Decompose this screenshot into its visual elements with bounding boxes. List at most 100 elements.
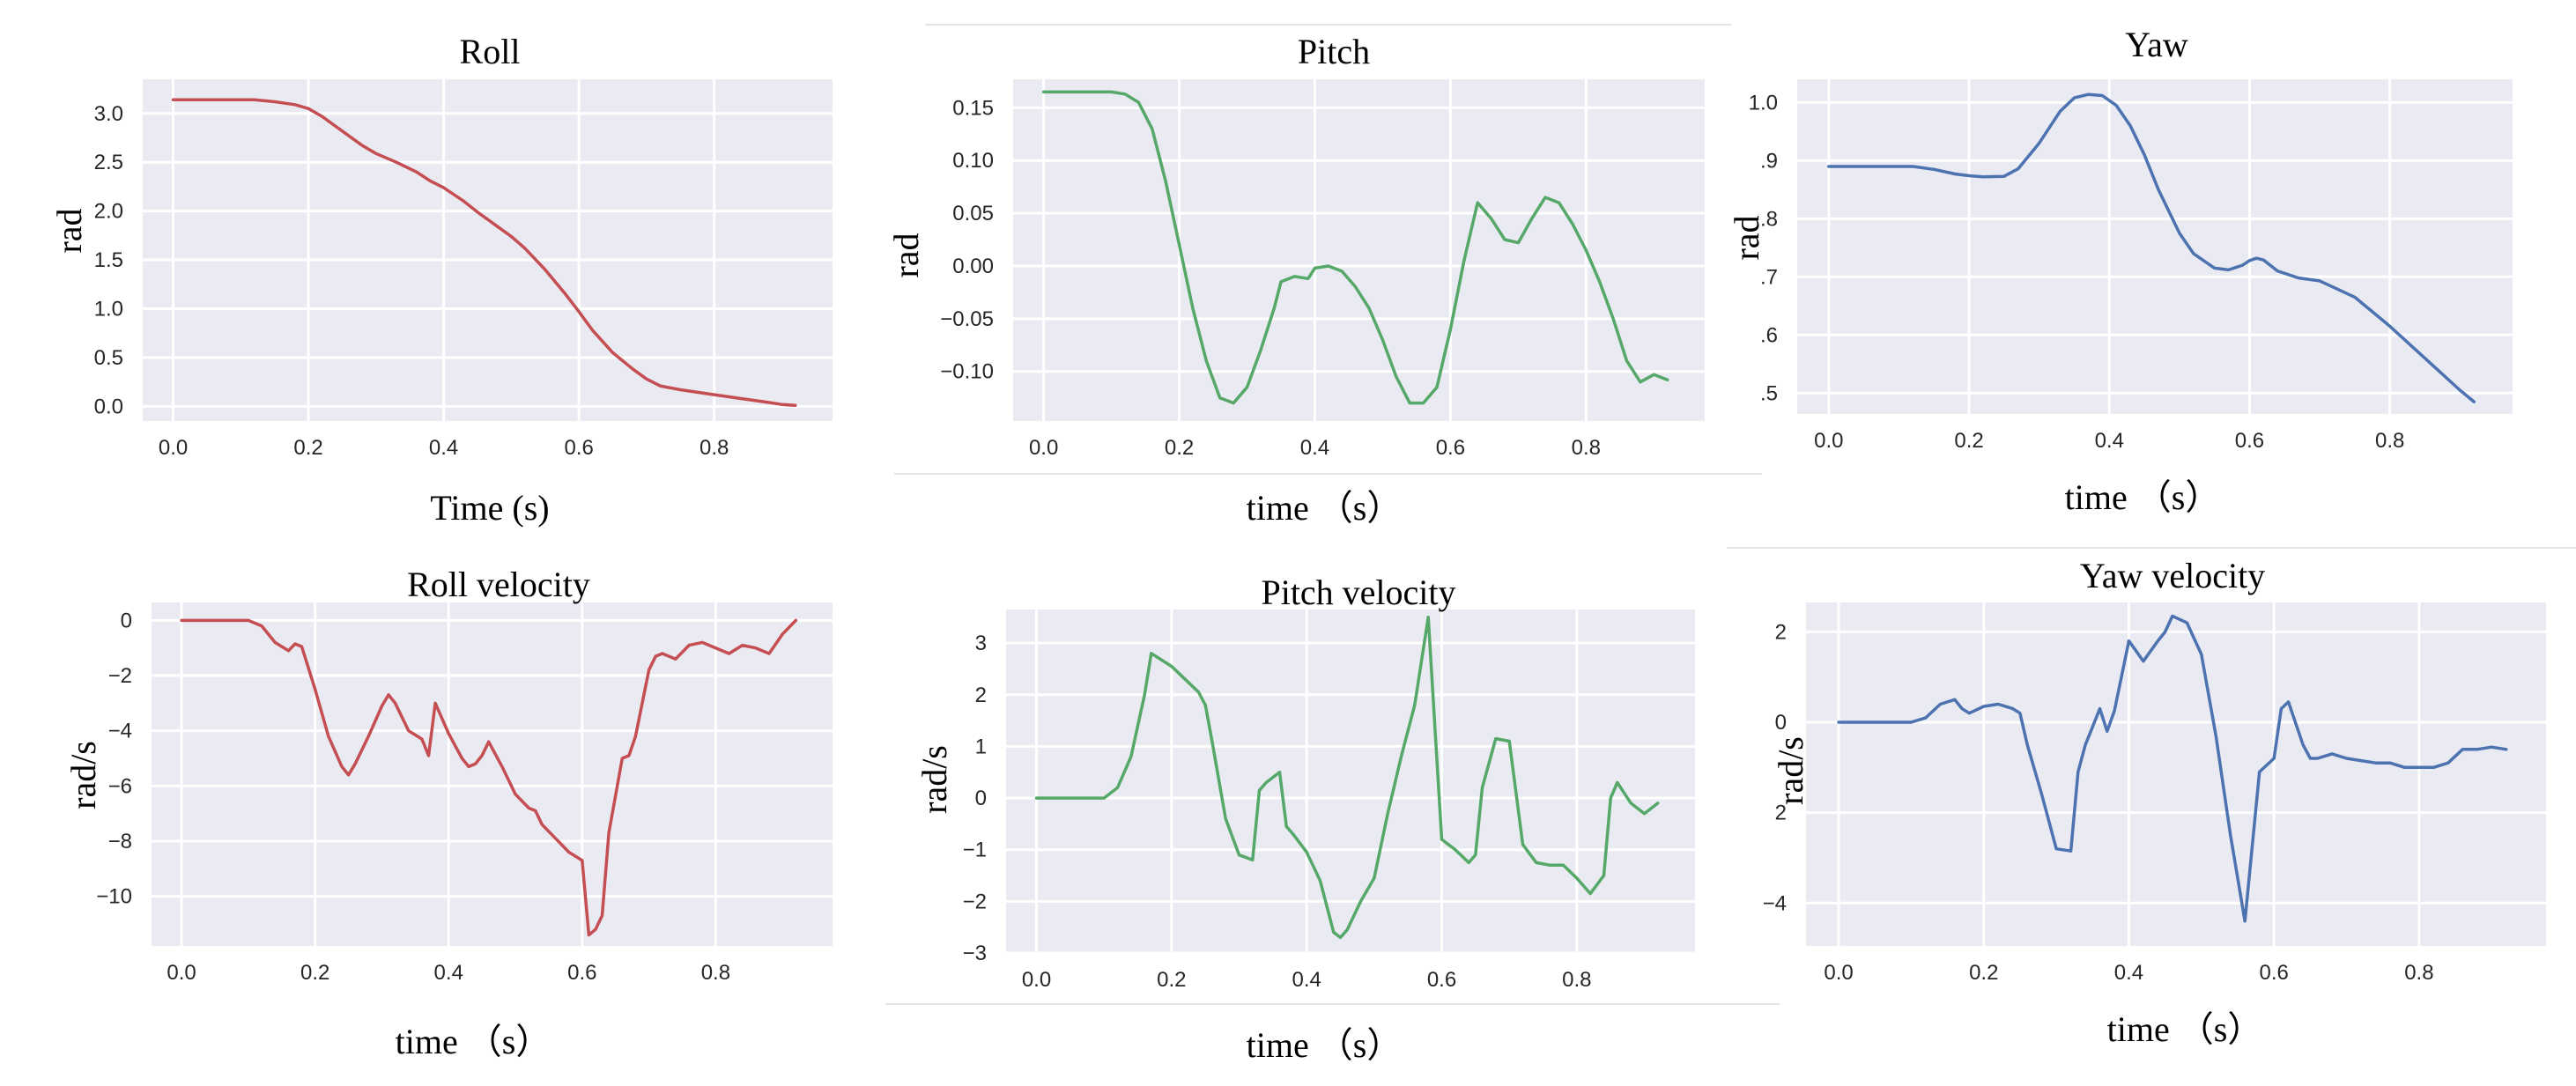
series-line-roll [171, 98, 797, 408]
series-line-yaw-velocity [1837, 614, 2508, 923]
series-line-yaw [1827, 92, 2476, 403]
x-tick-label: 0.8 [701, 961, 730, 985]
series-line-pitch [1041, 90, 1669, 405]
x-axis-label: Time (s) [430, 488, 549, 528]
series-line-roll-velocity [180, 618, 798, 937]
y-tick-label: 2 [1775, 802, 1787, 825]
y-tick-label: 2.5 [94, 151, 123, 174]
x-tick-label: 0.0 [1022, 968, 1051, 992]
y-tick-label: .7 [1760, 265, 1778, 289]
y-tick-label: 0 [1775, 711, 1787, 735]
chart-title: Roll velocity [407, 565, 590, 604]
y-axis-label: rad [1727, 215, 1766, 260]
chart-title: Roll [460, 32, 521, 71]
y-tick-label: 2.0 [94, 200, 123, 224]
y-tick-label: 0.10 [952, 149, 994, 173]
x-tick-label: 0.6 [1427, 968, 1456, 992]
series-line-pitch-velocity [1034, 616, 1660, 940]
y-tick-label: .9 [1760, 149, 1778, 173]
x-tick-label: 0.6 [1436, 436, 1465, 460]
chart-title: Pitch velocity [1261, 573, 1455, 612]
chart-pitch-velocity: 0.0 0.2 0.4 0.6 0.8 −3 −2 −1 0 1 2 3 Pitch velocity t… [914, 573, 1695, 1065]
y-tick-label: 0.00 [952, 255, 994, 278]
y-axis-label: rad/s [63, 741, 103, 809]
y-axis-label: rad/s [1771, 736, 1810, 805]
chart-roll: 0.0 0.2 0.4 0.6 0.8 0.0 0.5 1.0 1.5 2.0 2.5 3.0 Roll… [49, 32, 833, 528]
y-tick-label: 1 [975, 735, 987, 758]
y-tick-label: .8 [1760, 207, 1778, 231]
x-tick-label: 0.8 [700, 436, 729, 460]
x-axis-label: time （s） [2065, 477, 2221, 517]
y-tick-label: 2 [1775, 620, 1787, 644]
x-tick-label: 0.6 [567, 961, 596, 985]
x-tick-label: 0.0 [1824, 961, 1853, 985]
x-tick-label: 0.2 [1157, 968, 1186, 992]
y-tick-label: −4 [1763, 891, 1787, 915]
x-tick-label: 0.2 [300, 961, 329, 985]
y-tick-label: −4 [108, 720, 132, 743]
chart-yaw-velocity: 0.0 0.2 0.4 0.6 0.8 −4 2 0 2 Yaw velocity time （s）… [1763, 556, 2546, 1049]
y-tick-label: 0.0 [94, 395, 123, 418]
y-tick-label: 0.5 [94, 346, 123, 370]
y-tick-label: 2 [975, 683, 987, 707]
y-tick-label: .6 [1760, 323, 1778, 347]
plot-area [1806, 602, 2546, 946]
x-tick-label: 0.4 [434, 961, 463, 985]
chart-pitch: 0.0 0.2 0.4 0.6 0.8 −0.10 −0.05 0.00 0.05 0.10 0.1… [886, 32, 1705, 528]
x-tick-label: 0.0 [1029, 436, 1058, 460]
chart-title: Yaw [2125, 25, 2188, 64]
plot-area [143, 79, 833, 421]
y-tick-label: 0 [121, 609, 132, 632]
x-axis-label: time （s） [1247, 488, 1403, 528]
x-tick-label: 0.2 [1165, 436, 1194, 460]
x-tick-label: 0.8 [2375, 429, 2404, 453]
plot-area [152, 602, 833, 946]
x-tick-label: 0.2 [293, 436, 322, 460]
y-tick-label: 0.05 [952, 202, 994, 225]
x-tick-label: 0.4 [2095, 429, 2124, 453]
x-tick-label: 0.6 [2259, 961, 2288, 985]
y-tick-label: −8 [108, 830, 132, 853]
chart-title: Yaw velocity [2080, 556, 2265, 595]
y-tick-label: −2 [963, 890, 987, 913]
y-tick-label: 1.5 [94, 248, 123, 272]
x-tick-label: 0.0 [1814, 429, 1843, 453]
x-axis-label: time （s） [2107, 1009, 2263, 1049]
x-tick-label: 0.4 [2114, 961, 2143, 985]
y-tick-label: −2 [108, 664, 132, 688]
y-tick-label: 1.0 [1749, 91, 1778, 115]
y-tick-label: −10 [96, 885, 132, 909]
x-tick-label: 0.4 [1300, 436, 1329, 460]
x-tick-label: 0.6 [564, 436, 593, 460]
x-tick-label: 0.8 [1562, 968, 1591, 992]
y-axis-label: rad/s [914, 745, 954, 814]
y-tick-label: 1.0 [94, 298, 123, 321]
x-tick-label: 0.8 [1572, 436, 1601, 460]
plot-area [1013, 79, 1705, 421]
y-tick-label: −3 [963, 942, 987, 965]
chart-roll-velocity: 0.0 0.2 0.4 0.6 0.8 −10 −8 −6 −4 −2 0 Roll velocity… [63, 565, 833, 1061]
x-axis-label: time （s） [396, 1022, 551, 1061]
y-tick-label: .5 [1760, 381, 1778, 405]
y-tick-label: 0.15 [952, 96, 994, 120]
chart-yaw: 0.0 0.2 0.4 0.6 0.8 .5 .6 .7 .8 .9 1.0 Yaw time （s） r… [1727, 25, 2513, 517]
y-tick-label: 0 [975, 787, 987, 810]
plot-area [1797, 79, 2513, 414]
y-tick-label: −6 [108, 774, 132, 798]
x-tick-label: 0.2 [1954, 429, 1983, 453]
y-tick-label: 3.0 [94, 102, 123, 126]
chart-panels: 0.0 0.2 0.4 0.6 0.80.00.51.01.52.02.53.0Roll… [49, 25, 2546, 1065]
x-tick-label: 0.2 [1969, 961, 1998, 985]
chart-title: Pitch [1298, 32, 1370, 71]
x-tick-label: 0.0 [159, 436, 188, 460]
x-tick-label: 0.6 [2235, 429, 2264, 453]
x-tick-label: 0.8 [2404, 961, 2433, 985]
y-axis-label: rad [886, 233, 926, 277]
y-tick-label: −1 [963, 839, 987, 862]
x-tick-label: 0.4 [429, 436, 458, 460]
x-tick-label: 0.4 [1292, 968, 1321, 992]
y-tick-label: 3 [975, 632, 987, 655]
y-axis-label: rad [49, 208, 89, 253]
y-tick-label: −0.05 [940, 307, 994, 331]
